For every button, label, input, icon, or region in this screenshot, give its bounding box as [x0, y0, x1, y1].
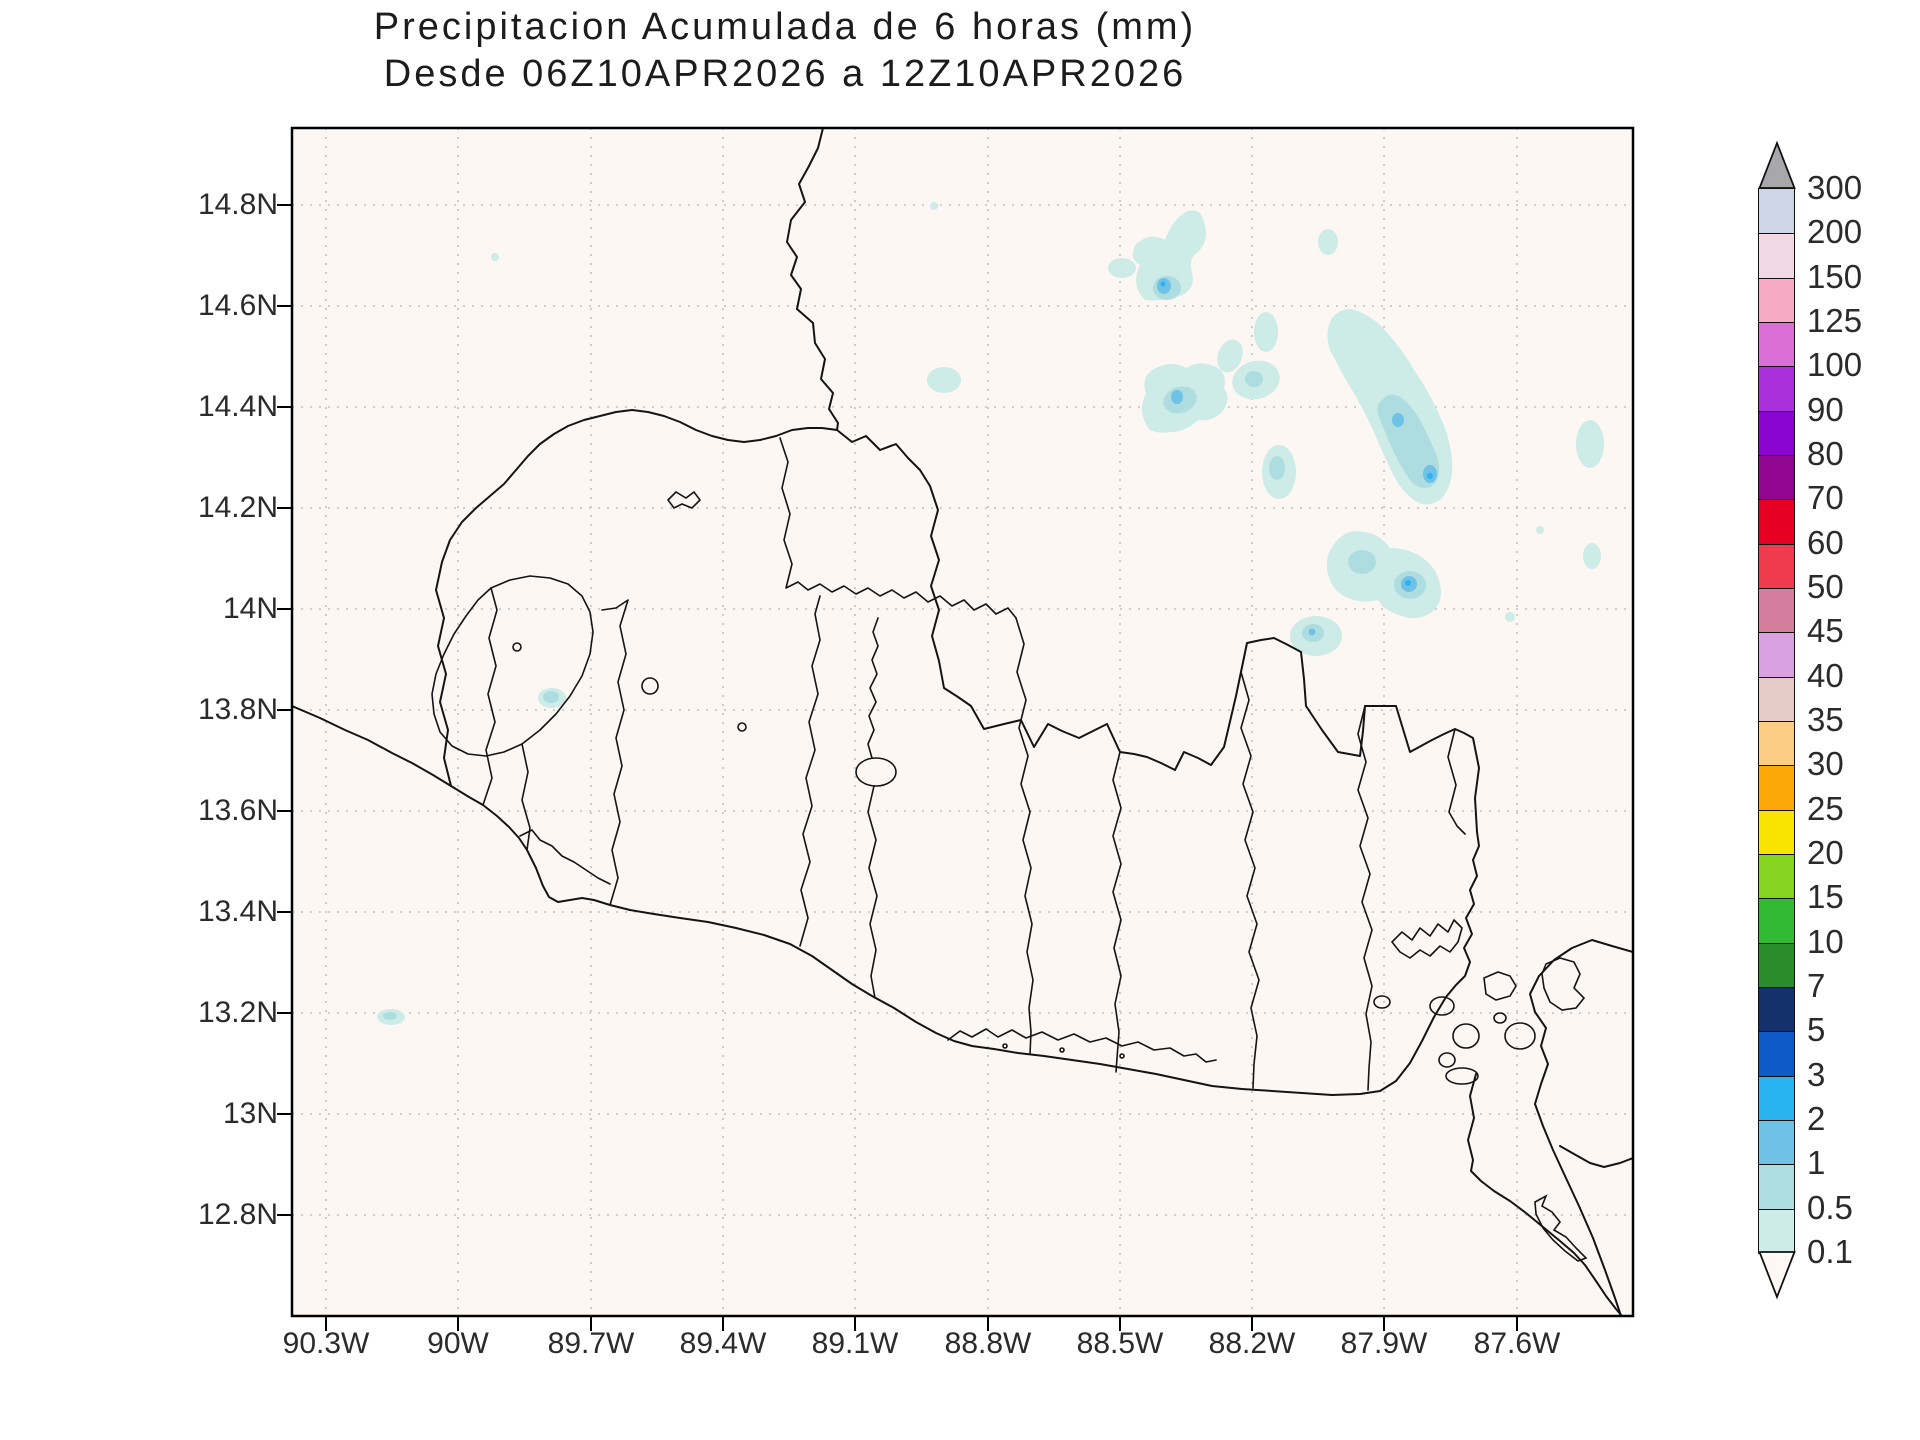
lon-tick-label: 89.1W — [811, 1327, 899, 1360]
colorbar-label-90: 90 — [1807, 390, 1844, 428]
colorbar-segment-5-7 — [1758, 986, 1795, 1033]
colorbar-segment-50-60 — [1758, 542, 1795, 590]
lake-guija — [666, 490, 702, 510]
colorbar-segment-80-90 — [1758, 409, 1795, 457]
colorbar-label-15: 15 — [1807, 878, 1844, 916]
chart-title: Precipitacion Acumulada de 6 horas (mm) … — [290, 4, 1280, 98]
colorbar-segment-90-100 — [1758, 365, 1795, 412]
jiquilisco-bay-lagoon — [947, 1028, 1217, 1063]
colorbar-label-0.1: 0.1 — [1807, 1233, 1853, 1270]
guatemala-honduras-border — [786, 128, 839, 431]
colorbar-label-50: 50 — [1807, 568, 1844, 606]
colorbar-segment-1-2 — [1758, 1119, 1795, 1166]
lat-tick-label: 14.6N — [197, 289, 278, 322]
map-background — [292, 128, 1633, 1316]
colorbar: 0.1 0.5 1 2 3 5 7 10 15 20 25 30 35 40 45 50 60 70 80 90 100… — [1758, 0, 1920, 1440]
colorbar-segment-40-45 — [1758, 631, 1795, 678]
lon-tick-label: 88.5W — [1076, 1327, 1164, 1360]
small-lagoon-west — [512, 642, 522, 652]
colorbar-label-45: 45 — [1807, 612, 1844, 650]
colorbar-segment-20-25 — [1758, 808, 1795, 856]
colorbar-label-100: 100 — [1807, 346, 1863, 384]
colorbar-segment-150-200 — [1758, 232, 1795, 279]
lat-tick-label: 14N — [222, 592, 278, 625]
colorbar-label-3: 3 — [1807, 1055, 1826, 1093]
gulf-islands — [1002, 957, 1588, 1262]
colorbar-label-5: 5 — [1807, 1011, 1826, 1049]
colorbar-label-60: 60 — [1807, 523, 1844, 561]
el-salvador-guatemala-border — [435, 409, 838, 787]
colorbar-label-150: 150 — [1807, 257, 1863, 295]
chart-title-line2: Desde 06Z10APR2026 a 12Z10APR2026 — [383, 53, 1187, 95]
lon-tick-label: 88.2W — [1208, 1327, 1296, 1360]
lon-tick-label: 88.8W — [944, 1327, 1032, 1360]
lake-ilopango — [855, 757, 897, 787]
colorbar-label-7: 7 — [1807, 967, 1826, 1005]
colorbar-segment-15-20 — [1758, 853, 1795, 900]
colorbar-label-70: 70 — [1807, 479, 1844, 517]
lat-tick-label: 14.2N — [197, 491, 278, 524]
colorbar-label-2: 2 — [1807, 1100, 1826, 1137]
lon-tick-label: 87.6W — [1473, 1327, 1561, 1360]
colorbar-segment-30-35 — [1758, 720, 1795, 767]
colorbar-label-40: 40 — [1807, 656, 1844, 694]
el-salvador-honduras-border — [836, 429, 1480, 833]
crater-lake — [737, 722, 747, 732]
map-frame — [290, 126, 1635, 1318]
honduras-coast-and-peninsula — [1467, 939, 1633, 1316]
colorbar-label-80: 80 — [1807, 435, 1844, 473]
lat-tick-label: 13.2N — [197, 996, 278, 1029]
lon-tick-label: 87.9W — [1340, 1327, 1428, 1360]
precipitation-shading — [377, 202, 1604, 1025]
lakes — [512, 490, 1391, 1009]
country-borders — [292, 128, 1480, 1096]
western-coast-estuary — [519, 829, 611, 885]
department-borders — [431, 437, 1466, 1091]
colorbar-segment-2-3 — [1758, 1074, 1795, 1121]
pacific-coastline — [292, 705, 1480, 1096]
colorbar-label-30: 30 — [1807, 745, 1844, 783]
lat-tick-label: 13N — [222, 1097, 278, 1130]
lat-tick-label: 14.8N — [197, 188, 278, 221]
colorbar-arrow-top — [1758, 140, 1796, 189]
lon-tick-label: 89.7W — [547, 1327, 635, 1360]
lat-tick-label: 12.8N — [197, 1198, 278, 1231]
lon-tick-label: 90W — [427, 1327, 489, 1360]
lat-tick-label: 14.4N — [197, 390, 278, 423]
lat-tick-label: 13.6N — [197, 794, 278, 827]
colorbar-label-125: 125 — [1807, 302, 1863, 340]
colorbar-segment-125-150 — [1758, 276, 1795, 324]
lon-tick-label: 90.3W — [282, 1327, 370, 1360]
colorbar-arrow-bottom — [1758, 1251, 1796, 1300]
colorbar-label-0.5: 0.5 — [1807, 1188, 1853, 1226]
colorbar-label-300: 300 — [1807, 169, 1863, 207]
colorbar-segment-70-80 — [1758, 454, 1795, 501]
colorbar-label-10: 10 — [1807, 922, 1844, 960]
axis-ticks — [277, 204, 1518, 1331]
colorbar-segment-3-5 — [1758, 1030, 1795, 1077]
colorbar-label-1: 1 — [1807, 1144, 1826, 1182]
colorbar-label-35: 35 — [1807, 701, 1844, 739]
lake-olomega — [1373, 995, 1391, 1009]
colorbar-label-20: 20 — [1807, 834, 1844, 872]
lon-tick-label: 89.4W — [679, 1327, 767, 1360]
colorbar-label-200: 200 — [1807, 213, 1863, 251]
colorbar-segment-0.1-0.5 — [1758, 1207, 1795, 1254]
lat-tick-label: 13.8N — [197, 693, 278, 726]
lake-coatepeque — [641, 677, 659, 695]
lat-tick-label: 13.4N — [197, 895, 278, 928]
chart-title-line1: Precipitacion Acumulada de 6 horas (mm) — [373, 6, 1197, 48]
colorbar-label-25: 25 — [1807, 789, 1844, 827]
